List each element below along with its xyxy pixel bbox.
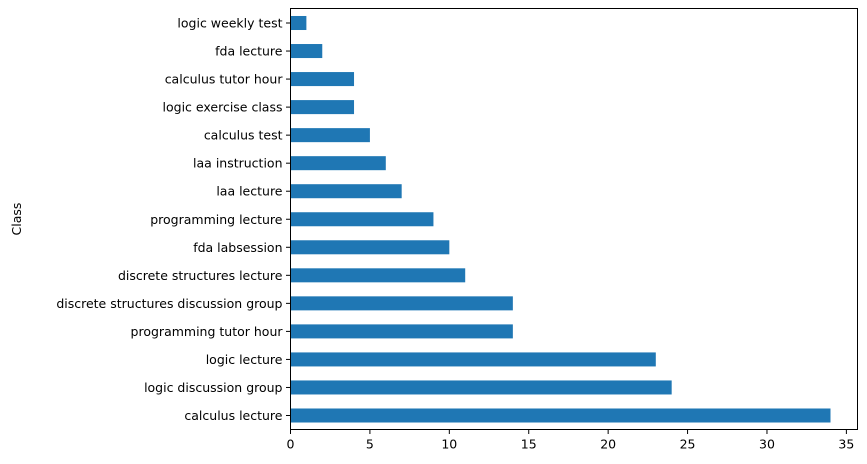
bar-discrete-structures-lecture <box>290 268 466 283</box>
bar-calculus-lecture <box>290 408 831 423</box>
bar-calculus-test <box>290 128 370 143</box>
y-tick-label: programming tutor hour <box>131 324 284 339</box>
y-tick-label: laa lecture <box>216 184 282 199</box>
y-tick-label: logic discussion group <box>144 380 282 395</box>
bar-fda-lecture <box>290 44 323 59</box>
bar-fda-labsession <box>290 240 450 255</box>
bar-logic-weekly-test <box>290 15 307 31</box>
y-tick-label: fda labsession <box>193 240 282 255</box>
x-axis-ticks: 0 5 10 15 20 25 30 35 <box>287 429 854 452</box>
bar-laa-instruction <box>290 156 386 171</box>
x-tick-label: 30 <box>759 437 775 452</box>
y-tick-label: programming lecture <box>150 212 283 227</box>
bar-discrete-structures-discussion-group <box>290 296 513 311</box>
y-tick-label: logic exercise class <box>163 100 283 115</box>
x-tick-label: 0 <box>287 437 295 452</box>
x-tick-label: 20 <box>600 437 616 452</box>
y-axis-title: Class <box>9 203 24 236</box>
plot-frame <box>290 8 858 430</box>
bar-programming-tutor-hour <box>290 324 513 339</box>
bar-programming-lecture <box>290 212 434 227</box>
bar-calculus-tutor-hour <box>290 72 355 87</box>
y-tick-label: logic lecture <box>206 352 283 367</box>
y-tick-label: calculus tutor hour <box>165 72 284 87</box>
x-tick-label: 25 <box>680 437 696 452</box>
y-tick-label: calculus test <box>204 128 283 143</box>
x-tick-label: 15 <box>521 437 537 452</box>
bar-laa-lecture <box>290 184 402 199</box>
y-tick-label: logic weekly test <box>177 16 282 31</box>
y-axis-ticks: calculus lecture logic discussion group lo… <box>56 16 291 423</box>
y-tick-label: fda lecture <box>215 44 283 59</box>
y-tick-label: discrete structures lecture <box>118 268 283 283</box>
y-tick-label: calculus lecture <box>184 408 282 423</box>
y-tick-label: laa instruction <box>193 156 282 171</box>
bar-logic-discussion-group <box>290 380 672 395</box>
y-tick-label: discrete structures discussion group <box>56 296 282 311</box>
x-tick-label: 5 <box>366 437 374 452</box>
x-tick-label: 35 <box>838 437 854 452</box>
bar-logic-lecture <box>290 352 656 367</box>
bars-group <box>290 15 831 423</box>
bar-logic-exercise-class <box>290 100 355 115</box>
x-tick-label: 10 <box>441 437 457 452</box>
